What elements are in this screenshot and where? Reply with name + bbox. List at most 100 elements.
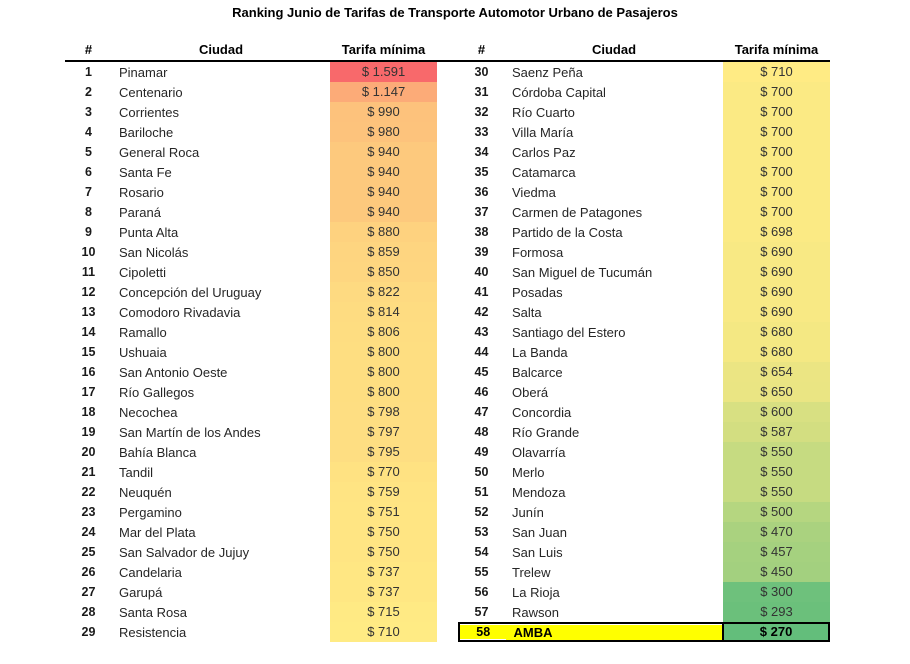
table-row: 11 Cipoletti $ 850 bbox=[65, 262, 437, 282]
city-cell: Comodoro Rivadavia bbox=[119, 304, 241, 320]
table-row: 58 AMBA $ 270 bbox=[458, 622, 830, 642]
table-row: 46 Oberá $ 650 bbox=[458, 382, 830, 402]
rank-cell: 5 bbox=[85, 145, 92, 159]
column-header-city-left: Ciudad bbox=[198, 42, 244, 57]
fare-cell: $ 940 bbox=[330, 162, 437, 182]
table-row: 39 Formosa $ 690 bbox=[458, 242, 830, 262]
rank-cell: 42 bbox=[474, 305, 489, 319]
rank-cell: 31 bbox=[474, 85, 489, 99]
city-cell: Villa María bbox=[512, 124, 574, 140]
city-cell: La Rioja bbox=[512, 584, 560, 600]
fare-cell: $ 1.147 bbox=[330, 82, 437, 102]
table-row: 13 Comodoro Rivadavia $ 814 bbox=[65, 302, 437, 322]
rank-cell: 9 bbox=[85, 225, 92, 239]
column-header-rank-right: # bbox=[477, 42, 486, 57]
rank-cell: 33 bbox=[474, 125, 489, 139]
fare-cell: $ 990 bbox=[330, 102, 437, 122]
table-row: 48 Río Grande $ 587 bbox=[458, 422, 830, 442]
city-cell: La Banda bbox=[512, 344, 568, 360]
fare-cell: $ 690 bbox=[723, 242, 830, 262]
table-row: 47 Concordia $ 600 bbox=[458, 402, 830, 422]
fare-cell: $ 690 bbox=[723, 302, 830, 322]
city-cell: Centenario bbox=[119, 84, 183, 100]
city-cell: Punta Alta bbox=[119, 224, 179, 240]
rank-cell: 53 bbox=[474, 525, 489, 539]
fare-cell: $ 690 bbox=[723, 282, 830, 302]
table-row: 3 Corrientes $ 990 bbox=[65, 102, 437, 122]
fare-cell: $ 470 bbox=[723, 522, 830, 542]
fare-cell: $ 940 bbox=[330, 202, 437, 222]
city-cell: Concepción del Uruguay bbox=[119, 284, 262, 300]
rank-cell: 8 bbox=[85, 205, 92, 219]
column-header-fare-left: Tarifa mínima bbox=[341, 42, 426, 57]
rank-cell: 21 bbox=[81, 465, 96, 479]
table-row: 41 Posadas $ 690 bbox=[458, 282, 830, 302]
fare-cell: $ 550 bbox=[723, 442, 830, 462]
fare-cell: $ 814 bbox=[330, 302, 437, 322]
table-row: 18 Necochea $ 798 bbox=[65, 402, 437, 422]
fare-cell: $ 800 bbox=[330, 382, 437, 402]
table-row: 23 Pergamino $ 751 bbox=[65, 502, 437, 522]
rank-cell: 1 bbox=[85, 65, 92, 79]
table-row: 34 Carlos Paz $ 700 bbox=[458, 142, 830, 162]
table-row: 14 Ramallo $ 806 bbox=[65, 322, 437, 342]
rank-cell: 52 bbox=[474, 505, 489, 519]
table-header-row: # Ciudad Tarifa mínima # Ciudad Tarifa m… bbox=[65, 39, 830, 62]
city-cell: Candelaria bbox=[119, 564, 182, 580]
city-cell: Neuquén bbox=[119, 484, 172, 500]
fare-cell: $ 1.591 bbox=[330, 62, 437, 82]
rank-cell: 18 bbox=[81, 405, 96, 419]
table-row: 15 Ushuaia $ 800 bbox=[65, 342, 437, 362]
rank-cell: 3 bbox=[85, 105, 92, 119]
city-cell: San Martín de los Andes bbox=[119, 424, 261, 440]
table-row: 27 Garupá $ 737 bbox=[65, 582, 437, 602]
city-cell: Necochea bbox=[119, 404, 178, 420]
fare-cell: $ 940 bbox=[330, 182, 437, 202]
rank-cell: 27 bbox=[81, 585, 96, 599]
table-row: 16 San Antonio Oeste $ 800 bbox=[65, 362, 437, 382]
city-cell: Santa Fe bbox=[119, 164, 172, 180]
table-row: 57 Rawson $ 293 bbox=[458, 602, 830, 622]
table-row: 49 Olavarría $ 550 bbox=[458, 442, 830, 462]
rank-cell: 11 bbox=[81, 265, 96, 279]
fare-cell: $ 680 bbox=[723, 322, 830, 342]
fare-cell: $ 700 bbox=[723, 102, 830, 122]
city-cell: Formosa bbox=[512, 244, 564, 260]
table-row: 50 Merlo $ 550 bbox=[458, 462, 830, 482]
table-row: 20 Bahía Blanca $ 795 bbox=[65, 442, 437, 462]
rank-cell: 35 bbox=[474, 165, 489, 179]
rank-cell: 57 bbox=[474, 605, 489, 619]
rank-cell: 26 bbox=[81, 565, 96, 579]
city-cell: Bariloche bbox=[119, 124, 174, 140]
city-cell: Santa Rosa bbox=[119, 604, 187, 620]
rank-cell: 49 bbox=[474, 445, 489, 459]
column-header-rank-left: # bbox=[84, 42, 93, 57]
fare-cell: $ 600 bbox=[723, 402, 830, 422]
table-row: 38 Partido de la Costa $ 698 bbox=[458, 222, 830, 242]
fare-cell: $ 798 bbox=[330, 402, 437, 422]
rank-cell: 23 bbox=[81, 505, 96, 519]
city-cell: Paraná bbox=[119, 204, 161, 220]
fare-cell: $ 737 bbox=[330, 562, 437, 582]
table-row: 36 Viedma $ 700 bbox=[458, 182, 830, 202]
city-cell: Trelew bbox=[512, 564, 551, 580]
city-cell: Olavarría bbox=[512, 444, 566, 460]
city-cell: General Roca bbox=[119, 144, 200, 160]
rank-cell: 14 bbox=[81, 325, 96, 339]
rank-cell: 40 bbox=[474, 265, 489, 279]
rank-cell: 32 bbox=[474, 105, 489, 119]
rank-cell: 46 bbox=[474, 385, 489, 399]
table-row: 28 Santa Rosa $ 715 bbox=[65, 602, 437, 622]
rank-cell: 47 bbox=[474, 405, 489, 419]
table-row: 52 Junín $ 500 bbox=[458, 502, 830, 522]
city-cell: Concordia bbox=[512, 404, 572, 420]
city-cell: Junín bbox=[512, 504, 544, 520]
fare-cell: $ 715 bbox=[330, 602, 437, 622]
fare-cell: $ 293 bbox=[723, 602, 830, 622]
table-row: 2 Centenario $ 1.147 bbox=[65, 82, 437, 102]
city-cell: Pinamar bbox=[119, 64, 168, 80]
fare-cell: $ 710 bbox=[723, 62, 830, 82]
city-cell: Catamarca bbox=[512, 164, 576, 180]
fare-cell: $ 698 bbox=[723, 222, 830, 242]
fare-cell: $ 500 bbox=[723, 502, 830, 522]
